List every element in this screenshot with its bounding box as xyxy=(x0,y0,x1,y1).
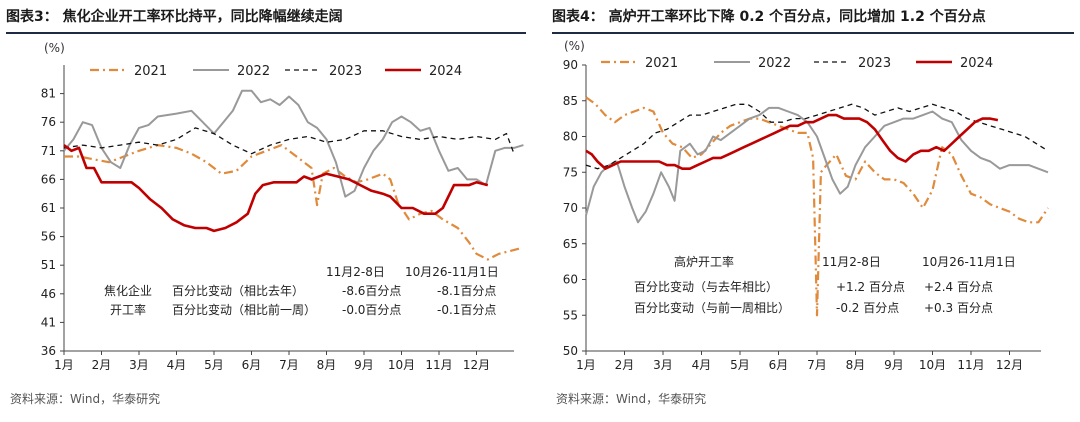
legend-label-2023: 2023 xyxy=(329,64,362,79)
legend: 2021 2022 2023 2024 xyxy=(601,56,993,71)
legend-label-2023: 2023 xyxy=(858,56,891,71)
annotation-col2-header: 10月26-11月1日 xyxy=(405,265,499,279)
chart-svg: (%) 36 41 46 51 56 61 66 71 76 81 1月 2月 3月 4月 5月 6月 7月 8… xyxy=(41,41,524,372)
x-tick-label: 9月 xyxy=(354,358,374,372)
y-tick-label: 81 xyxy=(41,87,56,101)
x-tick-label: 12月 xyxy=(463,358,490,372)
legend: 2021 2022 2023 2024 xyxy=(90,64,462,79)
chart-title: 图表4： 高炉开工率环比下降 0.2 个百分点，同比增加 1.2 个百分点 xyxy=(552,9,986,25)
x-tick-label: 7月 xyxy=(807,358,827,372)
annotation-col2-yoy: +2.4 百分点 xyxy=(924,280,993,294)
legend-label-2021: 2021 xyxy=(645,56,678,71)
annotation-label-wow: 百分比变动（相比前一周） xyxy=(172,302,316,317)
annotation-table: 高炉开工率 11月2-8日 10月26-11月1日 百分比变动（与去年相比） 百… xyxy=(634,254,1016,315)
y-tick-label: 70 xyxy=(563,201,578,215)
x-tick-label: 6月 xyxy=(242,358,262,372)
x-tick-label: 6月 xyxy=(769,358,789,372)
y-tick-label: 56 xyxy=(41,230,56,244)
annotation-col2-yoy: -8.1百分点 xyxy=(437,284,496,298)
series-line-2023 xyxy=(63,127,515,155)
chart-panel-right: 图表4： 高炉开工率环比下降 0.2 个百分点，同比增加 1.2 个百分点 (%… xyxy=(546,0,1080,422)
x-tick-label: 1月 xyxy=(576,358,596,372)
x-tick-label: 4月 xyxy=(167,358,187,372)
x-tick-label: 7月 xyxy=(279,358,299,372)
annotation-col1-header: 11月2-8日 xyxy=(326,265,385,279)
annotation-col1-wow: -0.0百分点 xyxy=(342,303,401,317)
annotation-label-wow: 百分比变动（与前一周相比） xyxy=(634,300,790,315)
series-line-2024 xyxy=(63,144,489,233)
legend-label-2024: 2024 xyxy=(960,56,993,71)
x-tick-label: 11月 xyxy=(957,358,984,372)
plot-area xyxy=(64,65,514,351)
chart-title: 图表3： 焦化企业开工率环比持平，同比降幅继续走阔 xyxy=(6,9,343,25)
annotation-col2-wow: +0.3 百分点 xyxy=(924,301,993,315)
y-tick-label: 50 xyxy=(563,344,578,358)
x-tick-label: 5月 xyxy=(730,358,750,372)
x-tick-label: 4月 xyxy=(692,358,712,372)
source-note: 资料来源：Wind，华泰研究 xyxy=(10,392,161,406)
series-line-2022 xyxy=(63,89,524,198)
y-tick-label: 80 xyxy=(563,130,578,144)
y-tick-label: 71 xyxy=(41,144,56,158)
x-tick-label: 10月 xyxy=(388,358,415,372)
y-tick-label: 61 xyxy=(41,201,56,215)
annotation-col1-yoy: -8.6百分点 xyxy=(342,284,401,298)
y-tick-label: 90 xyxy=(563,58,578,72)
y-tick-label: 76 xyxy=(41,115,56,129)
x-tick-label: 11月 xyxy=(425,358,452,372)
annotation-col1-header: 11月2-8日 xyxy=(822,255,881,269)
title-divider xyxy=(6,32,526,34)
y-tick-label: 65 xyxy=(563,237,578,251)
annotation-label-yoy: 百分比变动（与去年相比） xyxy=(634,279,778,294)
series-line-2023 xyxy=(585,103,1049,170)
y-tick-label: 51 xyxy=(41,258,56,272)
x-tick-label: 1月 xyxy=(54,358,74,372)
title-divider xyxy=(552,32,1074,34)
x-tick-label: 10月 xyxy=(919,358,946,372)
x-tick-label: 8月 xyxy=(317,358,337,372)
annotation-col2-header: 10月26-11月1日 xyxy=(922,255,1016,269)
x-tick-label: 8月 xyxy=(846,358,866,372)
y-axis-label: (%) xyxy=(44,41,65,55)
annotation-label-yoy: 百分比变动（相比去年） xyxy=(172,283,304,298)
x-tick-label: 3月 xyxy=(653,358,673,372)
annotation-col1-wow: -0.2 百分点 xyxy=(836,301,899,315)
y-tick-label: 36 xyxy=(41,344,56,358)
legend-label-2022: 2022 xyxy=(758,56,791,71)
chart-svg: (%) 50 55 60 65 70 75 80 85 90 1月 2月 3月 4月 5月 6月 7月 8月 9… xyxy=(563,39,1049,372)
legend-label-2024: 2024 xyxy=(429,64,462,79)
plot-area xyxy=(586,65,1041,351)
annotation-table: 11月2-8日 10月26-11月1日 焦化企业 开工率 百分比变动（相比去年）… xyxy=(104,265,499,317)
annotation-row-label-2: 开工率 xyxy=(110,302,146,317)
annotation-col2-wow: -0.1百分点 xyxy=(437,303,496,317)
x-tick-label: 3月 xyxy=(129,358,149,372)
y-tick-label: 75 xyxy=(563,165,578,179)
annotation-col1-yoy: +1.2 百分点 xyxy=(836,280,905,294)
y-tick-label: 85 xyxy=(563,94,578,108)
chart-panel-left: 图表3： 焦化企业开工率环比持平，同比降幅继续走阔 (%) 36 41 46 51 56… xyxy=(0,0,530,422)
legend-label-2021: 2021 xyxy=(134,64,167,79)
x-tick-label: 5月 xyxy=(204,358,224,372)
legend-label-2022: 2022 xyxy=(237,64,270,79)
x-tick-label: 2月 xyxy=(92,358,112,372)
y-tick-label: 66 xyxy=(41,172,56,186)
x-tick-label: 9月 xyxy=(884,358,904,372)
x-tick-label: 2月 xyxy=(615,358,635,372)
y-tick-label: 60 xyxy=(563,273,578,287)
y-tick-label: 55 xyxy=(563,308,578,322)
series-line-2021 xyxy=(585,96,1049,317)
series-line-2024 xyxy=(585,113,999,170)
annotation-row-label-1: 焦化企业 xyxy=(104,283,152,298)
y-tick-label: 41 xyxy=(41,315,56,329)
source-note: 资料来源：Wind，华泰研究 xyxy=(556,392,707,406)
annotation-row-label: 高炉开工率 xyxy=(674,254,734,269)
x-tick-label: 12月 xyxy=(996,358,1023,372)
series-line-2022 xyxy=(585,106,1049,224)
y-tick-label: 46 xyxy=(41,287,56,301)
y-axis-label: (%) xyxy=(564,39,585,53)
